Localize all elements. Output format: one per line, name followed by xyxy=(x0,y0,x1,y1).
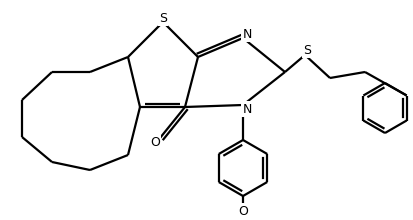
Text: O: O xyxy=(150,136,159,149)
Text: N: N xyxy=(242,28,251,40)
Text: N: N xyxy=(242,103,251,116)
Text: S: S xyxy=(159,11,166,24)
Text: O: O xyxy=(237,205,247,218)
Text: S: S xyxy=(302,44,310,57)
